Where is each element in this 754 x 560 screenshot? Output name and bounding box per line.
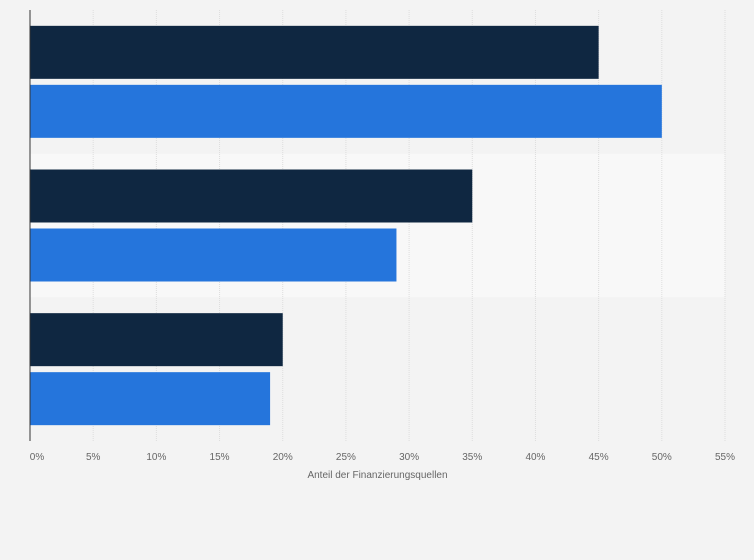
x-tick-label: 15% (210, 452, 230, 463)
x-tick-label: 55% (715, 452, 735, 463)
x-tick-label: 0% (30, 452, 45, 463)
x-tick-label: 20% (273, 452, 293, 463)
bar-series-1-row-1[interactable] (30, 25, 599, 79)
x-tick-label: 30% (399, 452, 419, 463)
x-tick-label: 35% (462, 452, 482, 463)
bars (30, 25, 662, 426)
bar-series-2-row-2[interactable] (30, 228, 397, 282)
x-tick-label: 40% (525, 452, 545, 463)
x-tick-label: 45% (589, 452, 609, 463)
x-axis-title: Anteil der Finanzierungsquellen (307, 470, 447, 481)
x-tick-label: 50% (652, 452, 672, 463)
x-tick-label: 10% (146, 452, 166, 463)
bar-series-2-row-1[interactable] (30, 84, 662, 138)
bar-series-1-row-2[interactable] (30, 169, 473, 223)
x-tick-label: 25% (336, 452, 356, 463)
bar-series-2-row-3[interactable] (30, 372, 271, 426)
x-tick-label: 5% (86, 452, 101, 463)
x-tick-labels: 0% 5% 10% 15% 20% 25% 30% 35% 40% 45% 50% 55% (30, 452, 735, 463)
bar-series-1-row-3[interactable] (30, 313, 283, 367)
